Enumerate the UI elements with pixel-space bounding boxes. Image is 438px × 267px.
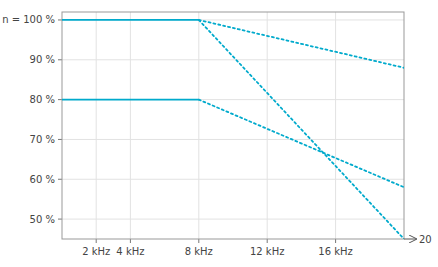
grid-line-y bbox=[62, 219, 404, 220]
grid-line-y bbox=[62, 59, 404, 60]
grid-line-y bbox=[62, 139, 404, 140]
series-line bbox=[62, 19, 199, 21]
tick-x bbox=[130, 239, 131, 243]
annotation: 20 bbox=[419, 234, 432, 245]
lines bbox=[62, 20, 404, 239]
grid-line-x bbox=[335, 12, 336, 239]
tick-label-y: n = 100 % bbox=[2, 14, 55, 25]
tick-label-x: 12 kHz bbox=[250, 246, 284, 257]
grid-line-x bbox=[267, 12, 268, 239]
grid-line-x bbox=[96, 12, 97, 239]
tick-y bbox=[58, 19, 62, 20]
tick-x bbox=[267, 239, 268, 243]
tick-label-y: 80 % bbox=[30, 94, 55, 105]
tick-y bbox=[58, 139, 62, 140]
grid-line-y bbox=[62, 179, 404, 180]
plot-frame bbox=[62, 12, 404, 239]
tick-label-x: 4 kHz bbox=[116, 246, 144, 257]
series-line bbox=[62, 99, 199, 101]
series-line bbox=[199, 100, 404, 188]
series-line bbox=[199, 20, 404, 68]
grid-line-y bbox=[62, 19, 404, 20]
series-line bbox=[199, 20, 404, 239]
grid-line-x bbox=[198, 12, 199, 239]
tick-y bbox=[58, 179, 62, 180]
tick-label-x: 8 kHz bbox=[185, 246, 213, 257]
axis-arrow bbox=[404, 239, 416, 240]
tick-label-y: 90 % bbox=[30, 54, 55, 65]
tick-x bbox=[96, 239, 97, 243]
tick-label-x: 16 kHz bbox=[318, 246, 352, 257]
chart: 2 kHz 4 kHz 8 kHz 12 kHz 16 kHz n = 100 % 90 %… bbox=[0, 0, 438, 267]
grid-line-x bbox=[130, 12, 131, 239]
tick-label-y: 60 % bbox=[30, 174, 55, 185]
tick-label-y: 70 % bbox=[30, 134, 55, 145]
tick-label-y: 50 % bbox=[30, 214, 55, 225]
tick-y bbox=[58, 99, 62, 100]
tick-y bbox=[58, 219, 62, 220]
grid bbox=[62, 12, 404, 239]
tick-x bbox=[335, 239, 336, 243]
tick-y bbox=[58, 59, 62, 60]
tick-label-x: 2 kHz bbox=[82, 246, 110, 257]
tick-x bbox=[198, 239, 199, 243]
grid-line-y bbox=[62, 99, 404, 100]
